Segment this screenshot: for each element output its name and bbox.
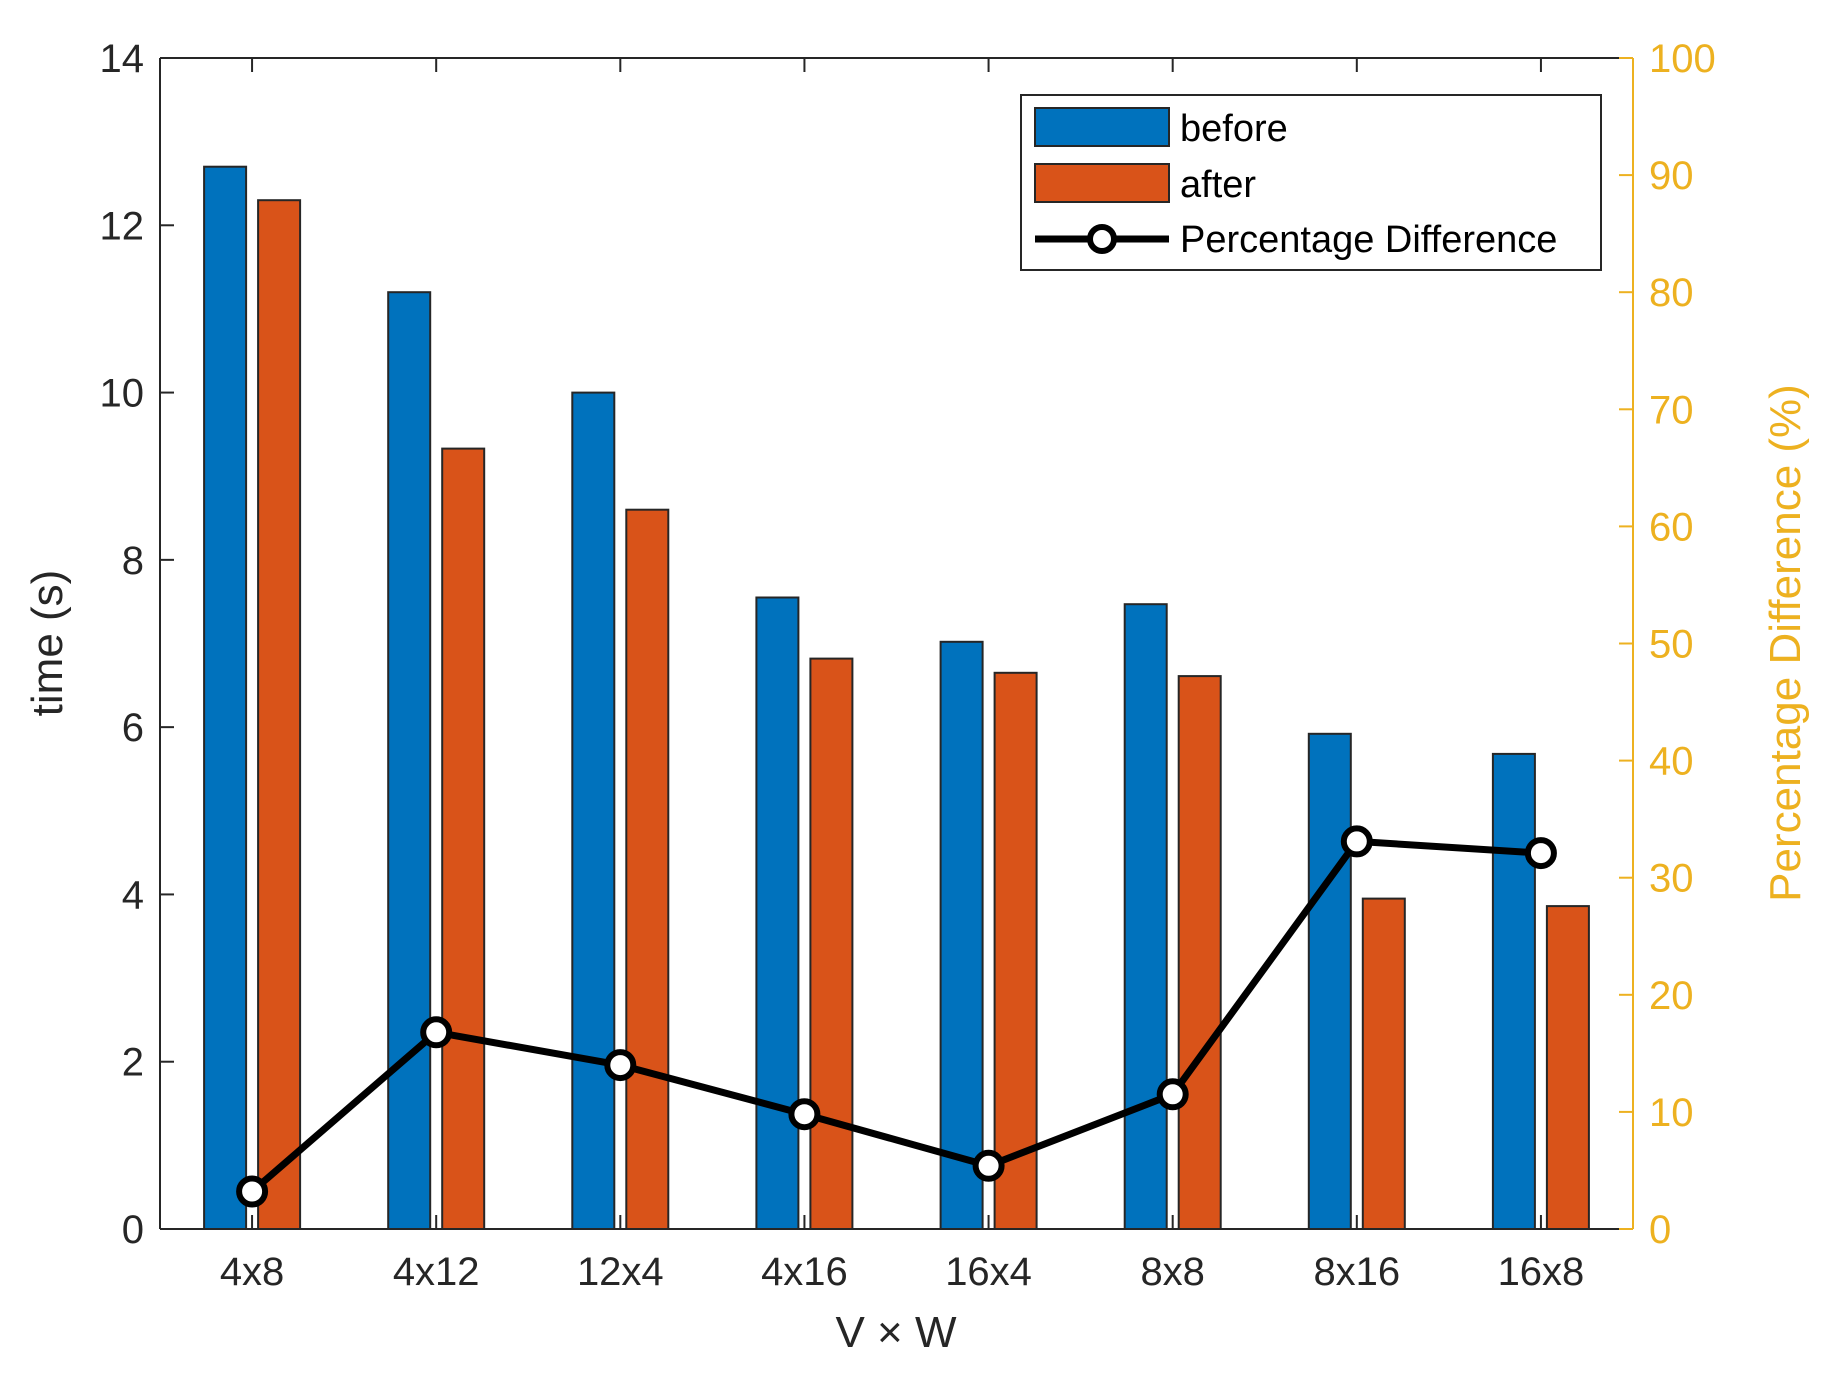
percentage-point-4x8 <box>236 1175 269 1208</box>
legend-marker-percentage <box>1087 224 1117 254</box>
y2-tick-label: 40 <box>1649 740 1694 784</box>
y2-tick-label: 70 <box>1649 388 1694 432</box>
bar-after-4x8 <box>257 199 302 1231</box>
x-tick-label: 16x8 <box>1498 1250 1585 1294</box>
x-tick-label: 16x4 <box>945 1250 1032 1294</box>
bar-before-16x4 <box>939 640 984 1230</box>
percentage-point-8x8 <box>1156 1078 1189 1111</box>
percentage-difference-line <box>249 837 1542 1195</box>
bar-after-8x8 <box>1177 675 1222 1230</box>
bar-before-4x8 <box>203 165 248 1231</box>
y-axis-title: time (s) <box>23 570 72 717</box>
legend-swatch-before <box>1034 107 1170 147</box>
y-tick-label: 12 <box>100 204 145 248</box>
ticks-layer: 0 2 4 6 8 10 12 14 0 10 20 30 40 50 60 70 80 90 100 4x8 4x12… <box>100 37 1716 1294</box>
y-tick-label: 0 <box>122 1208 144 1252</box>
x-tick-label: 4x8 <box>220 1250 285 1294</box>
bar-after-16x8 <box>1545 905 1590 1230</box>
bar-before-12x4 <box>571 391 616 1231</box>
x-axis-title: V × W <box>835 1308 956 1357</box>
x-tick-label: 8x8 <box>1140 1250 1205 1294</box>
legend-label-percentage: Percentage Difference <box>1180 219 1557 261</box>
y-tick-label: 6 <box>122 706 144 750</box>
bars-layer <box>203 165 1590 1231</box>
legend-swatch-after <box>1034 163 1170 203</box>
percentage-point-8x16 <box>1340 825 1373 858</box>
x-tick-label: 4x16 <box>761 1250 848 1294</box>
y2-tick-label: 50 <box>1649 623 1694 667</box>
percentage-point-4x16 <box>788 1098 821 1131</box>
y2-tick-label: 10 <box>1649 1091 1694 1135</box>
y2-tick-label: 90 <box>1649 154 1694 198</box>
y-tick-label: 14 <box>100 37 145 81</box>
bar-before-16x8 <box>1491 752 1536 1231</box>
bar-after-8x16 <box>1361 897 1406 1230</box>
y2-tick-label: 20 <box>1649 974 1694 1018</box>
percentage-point-16x4 <box>972 1149 1005 1182</box>
y2-tick-label: 30 <box>1649 857 1694 901</box>
legend-label-before: before <box>1180 108 1288 150</box>
y2-tick-label: 0 <box>1649 1208 1671 1252</box>
y-tick-label: 2 <box>122 1041 144 1085</box>
percentage-point-4x12 <box>420 1016 453 1049</box>
y-tick-label: 8 <box>122 539 144 583</box>
axes-layer <box>159 57 1634 1230</box>
percentage-point-12x4 <box>604 1049 637 1082</box>
y2-tick-label: 60 <box>1649 505 1694 549</box>
bar-before-8x8 <box>1123 603 1168 1230</box>
percentage-line-layer <box>236 825 1557 1208</box>
bar-before-8x16 <box>1307 732 1352 1230</box>
bar-after-12x4 <box>625 508 670 1230</box>
percentage-point-16x8 <box>1524 837 1557 870</box>
y-tick-label: 10 <box>100 372 145 416</box>
bar-after-16x4 <box>993 671 1038 1230</box>
bar-before-4x16 <box>755 596 800 1230</box>
x-tick-label: 4x12 <box>393 1250 480 1294</box>
legend: before after Percentage Difference <box>1020 94 1602 271</box>
bar-before-4x12 <box>387 291 432 1230</box>
x-tick-label: 8x16 <box>1313 1250 1400 1294</box>
bar-after-4x16 <box>809 657 854 1230</box>
y-tick-label: 4 <box>122 873 144 917</box>
y2-axis-title: Percentage Difference (%) <box>1761 384 1810 902</box>
bar-after-4x12 <box>441 447 486 1231</box>
x-tick-label: 12x4 <box>577 1250 664 1294</box>
y2-tick-label: 100 <box>1649 37 1716 81</box>
legend-label-after: after <box>1180 164 1256 206</box>
y2-tick-label: 80 <box>1649 271 1694 315</box>
